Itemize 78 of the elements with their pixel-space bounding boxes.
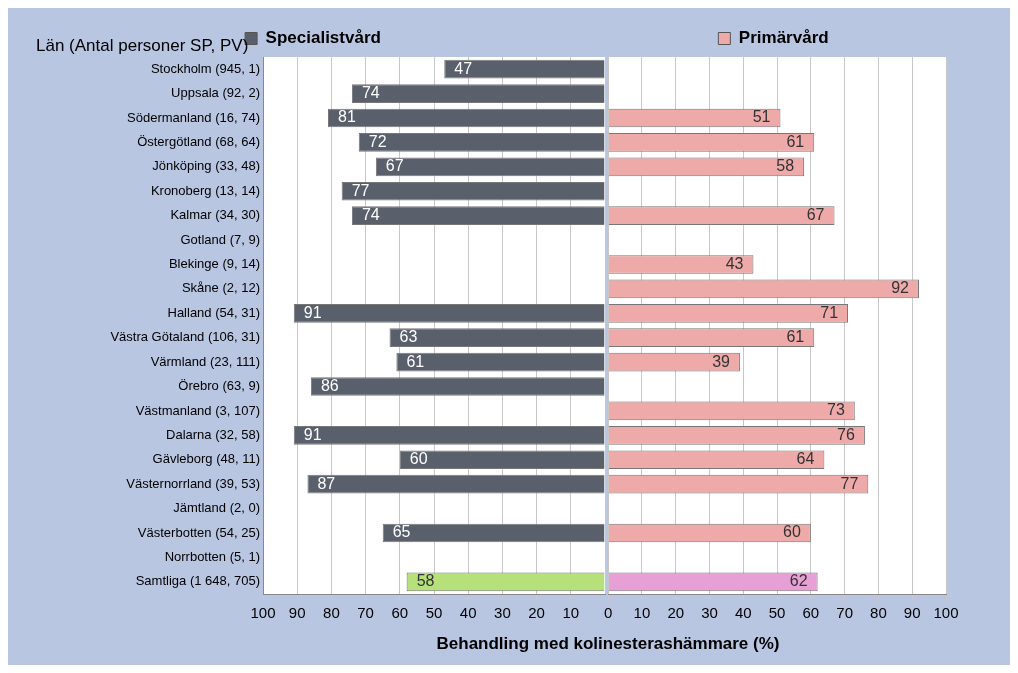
data-label: 65 bbox=[392, 523, 411, 541]
x-tick-label: 80 bbox=[323, 604, 340, 622]
data-label: 47 bbox=[454, 59, 473, 77]
x-tick-label: 20 bbox=[667, 604, 684, 622]
y-tick-label: Skåne (2, 12) bbox=[181, 280, 260, 296]
y-tick-label: Östergötland (68, 64) bbox=[137, 134, 260, 150]
x-tick-label: 30 bbox=[701, 604, 718, 622]
data-label: 81 bbox=[337, 108, 356, 126]
legend-label: Specialistvård bbox=[265, 28, 381, 48]
y-tick-label: Samtliga (1 648, 705) bbox=[135, 573, 260, 589]
y-tick-label: Västerbotten (54, 25) bbox=[137, 524, 260, 540]
data-label: 74 bbox=[361, 84, 380, 102]
data-label: 92 bbox=[891, 279, 909, 297]
x-tick-label: 70 bbox=[357, 604, 374, 622]
y-tick-label: Halland (54, 31) bbox=[167, 304, 260, 320]
data-label: 77 bbox=[840, 474, 859, 492]
x-tick-label: 20 bbox=[528, 604, 545, 622]
y-tick-label: Norrbotten (5, 1) bbox=[164, 548, 260, 564]
data-label: 39 bbox=[711, 352, 730, 370]
y-tick-label: Västernorrland (39, 53) bbox=[126, 475, 260, 491]
y-tick-label: Uppsala (92, 2) bbox=[171, 85, 260, 101]
data-label: 58 bbox=[416, 572, 435, 590]
x-tick-label: 40 bbox=[734, 604, 752, 622]
y-tick-label: Värmland (23, 111) bbox=[150, 353, 260, 369]
x-tick-label: 10 bbox=[562, 604, 580, 622]
data-label: 60 bbox=[782, 523, 801, 541]
data-label: 73 bbox=[826, 401, 845, 419]
data-label: 76 bbox=[836, 425, 855, 443]
x-tick-label: 60 bbox=[802, 604, 820, 622]
legend-label: Primärvård bbox=[738, 28, 829, 48]
x-axis-title: Behandling med kolinesterashämmare (%) bbox=[435, 633, 781, 654]
y-tick-label: Stockholm (945, 1) bbox=[150, 60, 260, 76]
data-label: 61 bbox=[786, 132, 805, 150]
y-tick-label: Södermanland (16, 74) bbox=[127, 109, 260, 125]
data-label: 71 bbox=[820, 303, 838, 321]
data-label: 61 bbox=[406, 352, 425, 370]
y-tick-label: Örebro (63, 9) bbox=[178, 378, 260, 394]
x-tick-label: 30 bbox=[494, 604, 511, 622]
x-tick-label: 90 bbox=[288, 604, 306, 622]
data-label: 87 bbox=[317, 474, 336, 492]
y-tick-label: Jämtland (2, 0) bbox=[173, 500, 260, 516]
x-tick-label: 50 bbox=[768, 604, 786, 622]
x-tick-label: 90 bbox=[903, 604, 921, 622]
x-tick-label: 60 bbox=[391, 604, 409, 622]
y-axis-title: Län (Antal personer SP, PV) bbox=[36, 35, 249, 55]
data-label: 67 bbox=[806, 206, 825, 224]
x-tick-label: 80 bbox=[869, 604, 887, 622]
x-tick-label: 70 bbox=[836, 604, 853, 622]
data-label: 86 bbox=[320, 376, 339, 394]
x-tick-label: 40 bbox=[459, 604, 477, 622]
y-tick-label: Västra Götaland (106, 31) bbox=[110, 329, 260, 345]
x-tick-label: 100 bbox=[933, 604, 959, 622]
x-tick-label: 50 bbox=[425, 604, 443, 622]
y-tick-label: Kronoberg (13, 14) bbox=[150, 182, 260, 198]
data-label: 63 bbox=[399, 328, 418, 346]
x-tick-label: 100 bbox=[250, 604, 276, 622]
data-label: 62 bbox=[789, 572, 808, 590]
x-tick-label: 10 bbox=[633, 604, 651, 622]
x-tick-label: 0 bbox=[603, 604, 613, 622]
data-label: 51 bbox=[752, 108, 771, 126]
data-label: 43 bbox=[725, 254, 744, 272]
data-label: 72 bbox=[368, 132, 387, 150]
data-label: 91 bbox=[303, 425, 322, 443]
y-tick-label: Kalmar (34, 30) bbox=[170, 207, 260, 223]
data-label: 91 bbox=[303, 303, 322, 321]
data-label: 60 bbox=[409, 450, 428, 468]
y-tick-label: Västmanland (3, 107) bbox=[135, 402, 260, 418]
data-label: 61 bbox=[786, 328, 805, 346]
y-tick-label: Gotland (7, 9) bbox=[180, 231, 260, 247]
data-label: 77 bbox=[351, 181, 370, 199]
y-tick-label: Jönköping (33, 48) bbox=[152, 158, 260, 174]
y-tick-label: Blekinge (9, 14) bbox=[168, 256, 260, 272]
data-label: 67 bbox=[385, 157, 404, 175]
data-label: 58 bbox=[776, 157, 795, 175]
y-tick-label: Gävleborg (48, 11) bbox=[152, 451, 260, 467]
data-label: 64 bbox=[796, 450, 815, 468]
data-label: 74 bbox=[361, 206, 380, 224]
y-tick-label: Dalarna (32, 58) bbox=[166, 426, 260, 442]
